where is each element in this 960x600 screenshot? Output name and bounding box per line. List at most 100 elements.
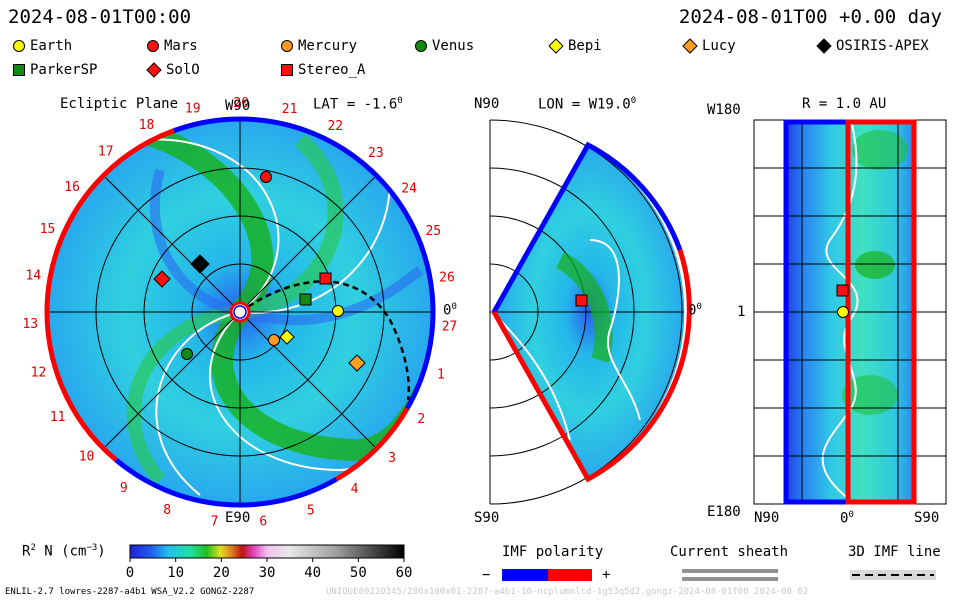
carrington-tick-label: 17: [98, 145, 114, 160]
carrington-tick-label: 14: [26, 269, 42, 284]
carrington-tick-label: 12: [31, 365, 47, 380]
carrington-tick-label: 22: [327, 119, 343, 134]
colorbar-tick-label: 60: [396, 565, 413, 581]
lucy-marker: [348, 354, 366, 372]
legend-symbol-circle: [280, 39, 294, 53]
legend-label: Stereo_A: [298, 62, 366, 78]
imf-polarity-positive-swatch: [548, 569, 592, 581]
meridional-top-label: N90: [474, 96, 500, 112]
colorbar-tick-label: 0: [126, 565, 134, 581]
carrington-tick-label: 20: [233, 96, 249, 111]
solo-marker: [153, 270, 171, 288]
map-x-label-n90: N90: [754, 510, 780, 526]
legend-label: Mercury: [298, 38, 358, 54]
earth-marker: [332, 305, 344, 317]
map-panel: [753, 119, 947, 505]
legend-label: OSIRIS-APEX: [836, 38, 929, 54]
imf-minus-label: −: [482, 567, 491, 583]
footer-run-id: UNIQUE80220345/280x180x01-2287-a4b1-16-n…: [326, 587, 809, 597]
legend-item-lucy: Lucy: [682, 38, 736, 54]
ecliptic-title: Ecliptic Plane: [60, 96, 179, 112]
carrington-tick-label: 10: [79, 449, 95, 464]
colorbar-tick-label: 30: [259, 565, 276, 581]
carrington-tick-label: 27: [442, 319, 458, 334]
carrington-tick-label: 9: [120, 481, 128, 496]
ecliptic-objects: [153, 171, 366, 372]
ecliptic-top-label: W90: [225, 98, 251, 114]
current-sheath-title: Current sheath: [670, 544, 789, 560]
legend-item-bepi: Bepi: [548, 38, 602, 54]
meridional-bottom-label: S90: [474, 510, 500, 526]
carrington-tick-label: 18: [139, 118, 155, 133]
left-timestamp: 2024-08-01T00:00: [8, 6, 192, 28]
legend-label: Bepi: [568, 38, 602, 54]
carrington-tick-label: 1: [437, 367, 445, 382]
osiris-apex-marker: [190, 254, 210, 274]
carrington-tick-label: 3: [388, 451, 396, 466]
carrington-tick-label: 19: [185, 101, 201, 116]
legend-symbol-diamond: [682, 38, 698, 54]
carrington-tick-label: 13: [22, 317, 38, 332]
legend-item-mars: Mars: [146, 38, 198, 54]
carrington-tick-label: 16: [64, 180, 80, 195]
parkersp-marker: [299, 293, 312, 306]
legend-label: Mars: [164, 38, 198, 54]
imf-polarity-negative-swatch: [502, 569, 548, 581]
map-x-label-0: 00: [840, 510, 854, 527]
imf-plus-label: +: [602, 567, 611, 583]
legend-symbol-circle: [12, 39, 26, 53]
carrington-tick-label: 7: [211, 514, 219, 529]
map-bottom-left-label: E180: [707, 504, 741, 520]
legend-symbol-square: [12, 63, 26, 77]
legend-label: ParkerSP: [30, 62, 98, 78]
stereo-a-marker: [319, 272, 332, 285]
mercury-marker: [268, 334, 280, 346]
current-sheath-swatch: [682, 569, 778, 573]
map-x-label-s90: S90: [914, 510, 940, 526]
colorbar-tick-label: 20: [213, 565, 230, 581]
polarity-border-positive: [44, 128, 410, 482]
legend-symbol-square: [280, 63, 294, 77]
right-timestamp: 2024-08-01T00 +0.00 day: [678, 6, 942, 28]
legend-label: SolO: [166, 62, 200, 78]
carrington-tick-label: 11: [50, 410, 66, 425]
carrington-tick-label: 8: [163, 503, 171, 518]
legend-item-stereo-a: Stereo_A: [280, 62, 365, 78]
legend-item-solo: SolO: [146, 62, 200, 78]
legend-item-earth: Earth: [12, 38, 72, 54]
carrington-tick-label: 5: [307, 504, 315, 519]
legend-label: Lucy: [702, 38, 736, 54]
colorbar-label: R2 N (cm−3): [22, 543, 106, 560]
legend-label: Venus: [432, 38, 475, 54]
imf-line-title: 3D IMF line: [848, 544, 941, 560]
legend-item-parkersp: ParkerSP: [12, 62, 97, 78]
earth-map-marker: [837, 306, 849, 318]
map-top-left-label: W180: [707, 102, 741, 118]
legend-symbol-diamond: [146, 62, 162, 78]
map-title: R = 1.0 AU: [802, 96, 887, 112]
map-mid-left-label: 1: [737, 304, 746, 320]
venus-marker: [181, 348, 193, 360]
colorbar-tick-label: 40: [304, 565, 321, 581]
carrington-tick-label: 24: [401, 182, 417, 197]
legend-symbol-circle: [146, 39, 160, 53]
colorbar-tick-label: 50: [350, 565, 367, 581]
carrington-tick-label: 21: [282, 102, 298, 117]
bepi-marker: [279, 329, 295, 345]
carrington-tick-label: 26: [439, 271, 455, 286]
stereo-a-meridional-marker: [575, 294, 588, 307]
legend-item-venus: Venus: [414, 38, 474, 54]
legend-item-mercury: Mercury: [280, 38, 357, 54]
ecliptic-bottom-label: E90: [225, 510, 251, 526]
ecliptic-panel: 19 20 212223242526271234567891011121314151…: [22, 96, 457, 530]
meridional-panel: [489, 119, 692, 505]
polarity-border-negative: [114, 116, 436, 508]
legend-item-osiris-apex: OSIRIS-APEX: [816, 38, 929, 54]
carrington-tick-label: 4: [351, 482, 359, 497]
footer-run-info: ENLIL-2.7 lowres-2287-a4b1 WSA_V2.2 GONG…: [5, 587, 255, 597]
ecliptic-lat-label: LAT = -1.60: [313, 96, 403, 113]
colorbar-tick-label: 10: [167, 565, 184, 581]
carrington-tick-label: 15: [40, 222, 56, 237]
legend-symbol-diamond: [816, 38, 832, 54]
